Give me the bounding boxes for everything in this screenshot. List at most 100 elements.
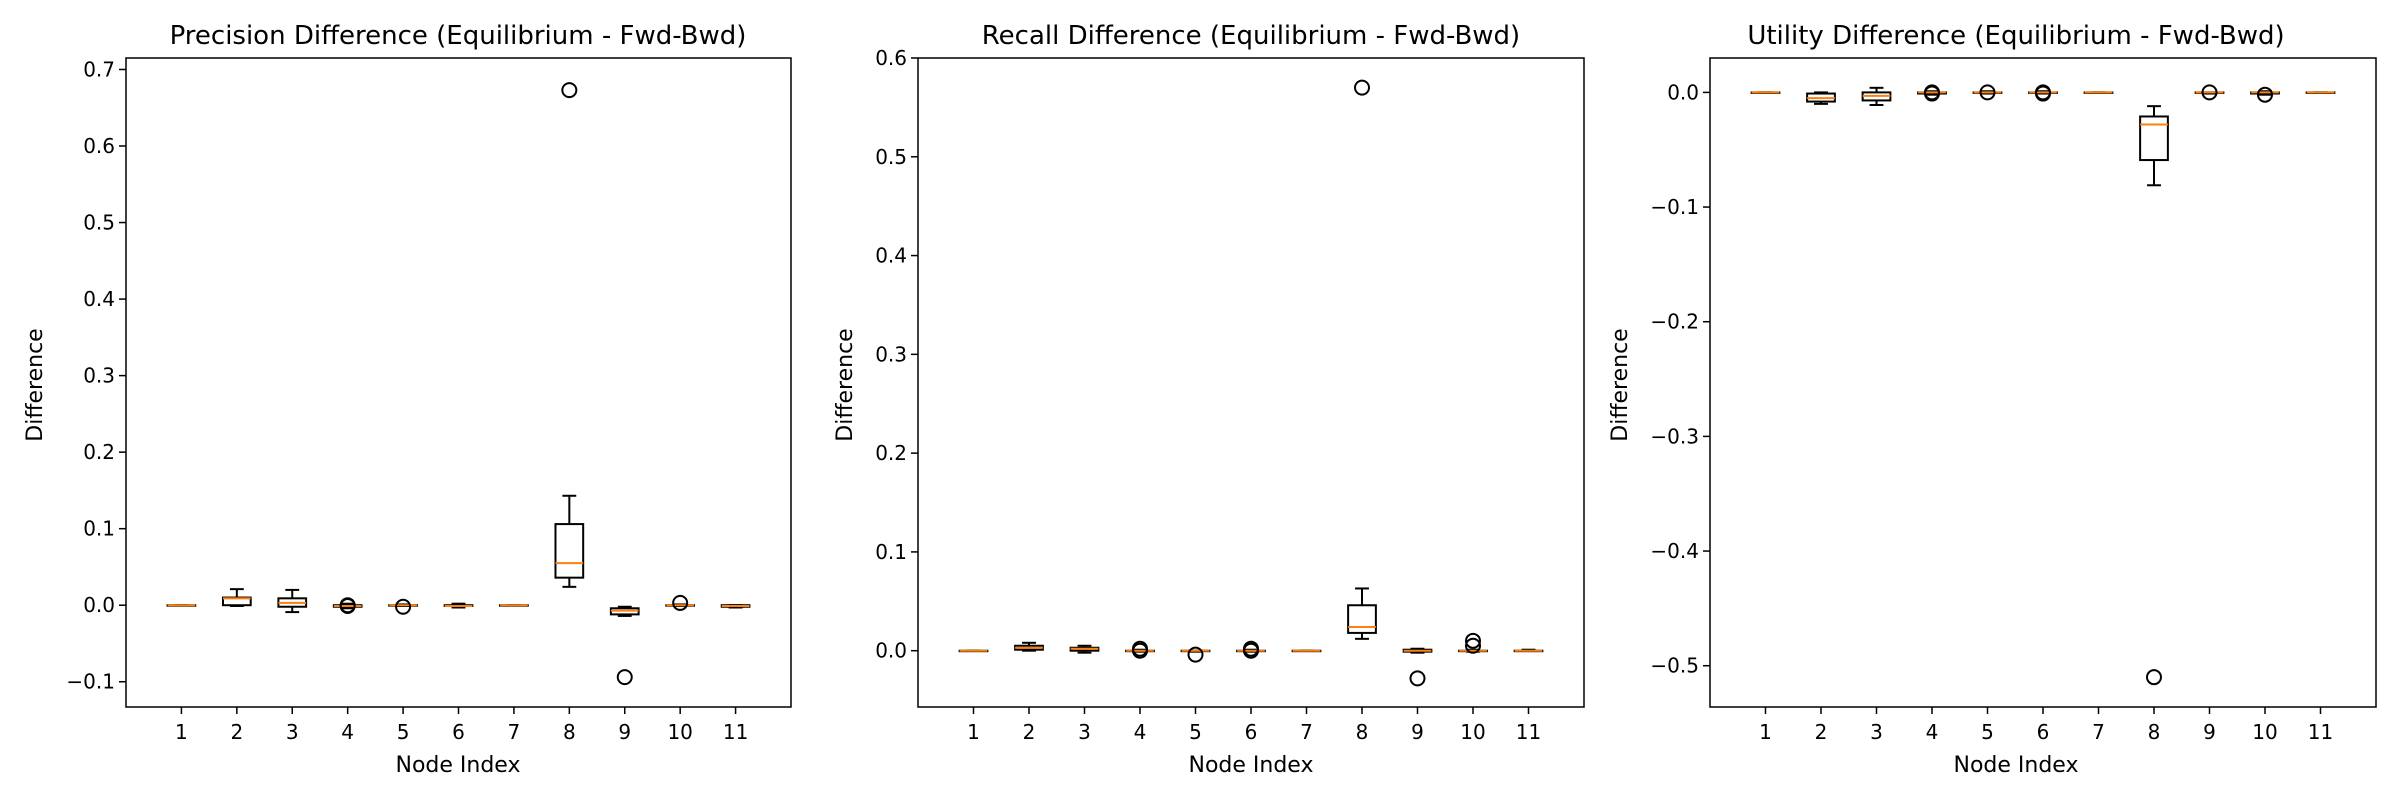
utility-axes-frame (1709, 57, 2377, 708)
recall-box-2 (1014, 641, 1044, 652)
recall-x-tick-label: 8 (1356, 720, 1369, 744)
outlier-point (1409, 670, 1426, 687)
outlier-point (2201, 84, 2218, 101)
precision-x-tick-label: 2 (230, 720, 243, 744)
precision-box-6 (443, 602, 474, 609)
utility-y-tick-label: 0.0 (1667, 80, 1699, 104)
precision-y-tick-label: 0.4 (83, 287, 115, 311)
precision-x-tick-label: 6 (452, 720, 465, 744)
recall-chart-title: Recall Difference (Equilibrium - Fwd-Bwd… (982, 21, 1520, 51)
recall-x-tick-label: 4 (1134, 720, 1147, 744)
utility-chart-title: Utility Difference (Equilibrium - Fwd-Bw… (1747, 21, 2284, 51)
precision-x-tick-label: 10 (667, 720, 692, 744)
outlier-point (339, 597, 356, 614)
utility-y-axis-label: Difference (1608, 328, 1633, 441)
utility-x-tick-label: 10 (2252, 720, 2277, 744)
outlier-point (2035, 84, 2051, 101)
precision-box-8 (554, 82, 585, 588)
recall-x-tick-label: 5 (1189, 720, 1202, 744)
precision-y-tick-label: 0.7 (83, 57, 115, 81)
precision-box-10 (665, 594, 696, 611)
recall-box-6 (1236, 640, 1266, 659)
outlier-point (1465, 632, 1481, 649)
precision-axes-frame (125, 57, 792, 708)
utility-box-11 (2305, 91, 2336, 94)
utility-x-tick-label: 9 (2203, 720, 2216, 744)
recall-y-tick-label: 0.4 (875, 244, 907, 268)
precision-x-axis-label: Node Index (396, 753, 521, 778)
utility-y-tick-label: −0.5 (1650, 654, 1699, 678)
precision-plot-area: −0.1 0.0 0.1 0.2 0.3 0.4 0.5 0.6 0.7 1 2 3 4 5 6 7 8 9 10 1… (66, 57, 792, 744)
outlier-point (672, 594, 689, 611)
recall-y-tick-label: 0.5 (875, 145, 907, 169)
utility-x-axis-label: Node Index (1954, 753, 2079, 778)
outlier-point (1465, 637, 1481, 654)
utility-box-4 (1917, 84, 1947, 102)
precision-x-tick-label: 3 (286, 720, 299, 744)
recall-panel: Recall Difference (Equilibrium - Fwd-Bwd… (833, 21, 1585, 778)
outlier-point (1924, 84, 1940, 101)
recall-x-tick-label: 7 (1300, 720, 1313, 744)
outlier-point (1243, 640, 1259, 657)
precision-y-tick-label: 0.1 (83, 517, 115, 541)
utility-x-tick-label: 2 (1815, 720, 1828, 744)
outlier-point (2146, 669, 2162, 686)
outlier-point (1132, 640, 1148, 657)
precision-y-tick-label: 0.3 (83, 364, 115, 388)
recall-x-tick-label: 10 (1460, 720, 1485, 744)
utility-y-tick-label: −0.4 (1650, 539, 1699, 563)
precision-y-tick-label: −0.1 (66, 670, 115, 694)
precision-box-2 (221, 588, 252, 607)
outlier-point (2257, 86, 2273, 103)
box-body (2139, 115, 2169, 162)
precision-box-9 (609, 605, 640, 686)
precision-x-tick-label: 11 (723, 720, 748, 744)
utility-box-7 (2083, 91, 2114, 94)
precision-y-tick-label: 0.2 (83, 440, 115, 464)
recall-x-tick-label: 3 (1078, 720, 1091, 744)
recall-box-5 (1180, 646, 1211, 663)
utility-box-5 (1972, 84, 2003, 101)
utility-plot-area: −0.5 −0.4 −0.3 −0.2 −0.1 0.0 1 2 3 4 5 6 7 8 9 10 11 (1650, 57, 2377, 744)
utility-x-tick-label: 8 (2148, 720, 2161, 744)
precision-y-tick-label: 0.6 (83, 134, 115, 158)
recall-x-tick-label: 9 (1411, 720, 1424, 744)
outlier-point (1187, 646, 1204, 663)
utility-x-tick-label: 11 (2308, 720, 2333, 744)
precision-box-3 (277, 588, 308, 614)
outlier-point (1979, 84, 1996, 101)
utility-y-tick-label: −0.2 (1650, 310, 1699, 334)
precision-chart-title: Precision Difference (Equilibrium - Fwd-… (170, 21, 747, 51)
utility-box-1 (1750, 91, 1781, 94)
recall-box-11 (1513, 648, 1544, 653)
precision-x-tick-label: 9 (618, 720, 631, 744)
utility-x-tick-label: 3 (1870, 720, 1883, 744)
recall-y-tick-label: 0.6 (875, 46, 907, 70)
outlier-point (1354, 79, 1370, 96)
utility-box-8 (2139, 105, 2169, 686)
precision-x-tick-label: 5 (397, 720, 410, 744)
outlier-point (395, 598, 412, 615)
utility-y-tick-label: −0.3 (1650, 424, 1699, 448)
utility-box-3 (1861, 86, 1892, 107)
recall-y-tick-label: 0.2 (875, 441, 907, 465)
box-body (554, 523, 585, 579)
recall-y-tick-label: 0.3 (875, 342, 907, 366)
recall-x-axis-label: Node Index (1189, 753, 1314, 778)
utility-x-tick-label: 1 (1759, 720, 1772, 744)
recall-box-1 (958, 649, 989, 653)
precision-box-11 (720, 604, 751, 609)
utility-x-tick-label: 6 (2037, 720, 2050, 744)
utility-box-2 (1806, 91, 1836, 105)
recall-box-8 (1347, 79, 1377, 640)
recall-x-tick-label: 1 (967, 720, 980, 744)
precision-y-axis-label: Difference (23, 328, 48, 441)
precision-y-tick-label: 0.0 (83, 593, 115, 617)
recall-y-tick-label: 0.0 (875, 639, 907, 663)
recall-box-3 (1069, 644, 1100, 654)
recall-box-10 (1458, 632, 1488, 654)
precision-box-1 (166, 604, 197, 607)
recall-box-7 (1291, 649, 1322, 653)
